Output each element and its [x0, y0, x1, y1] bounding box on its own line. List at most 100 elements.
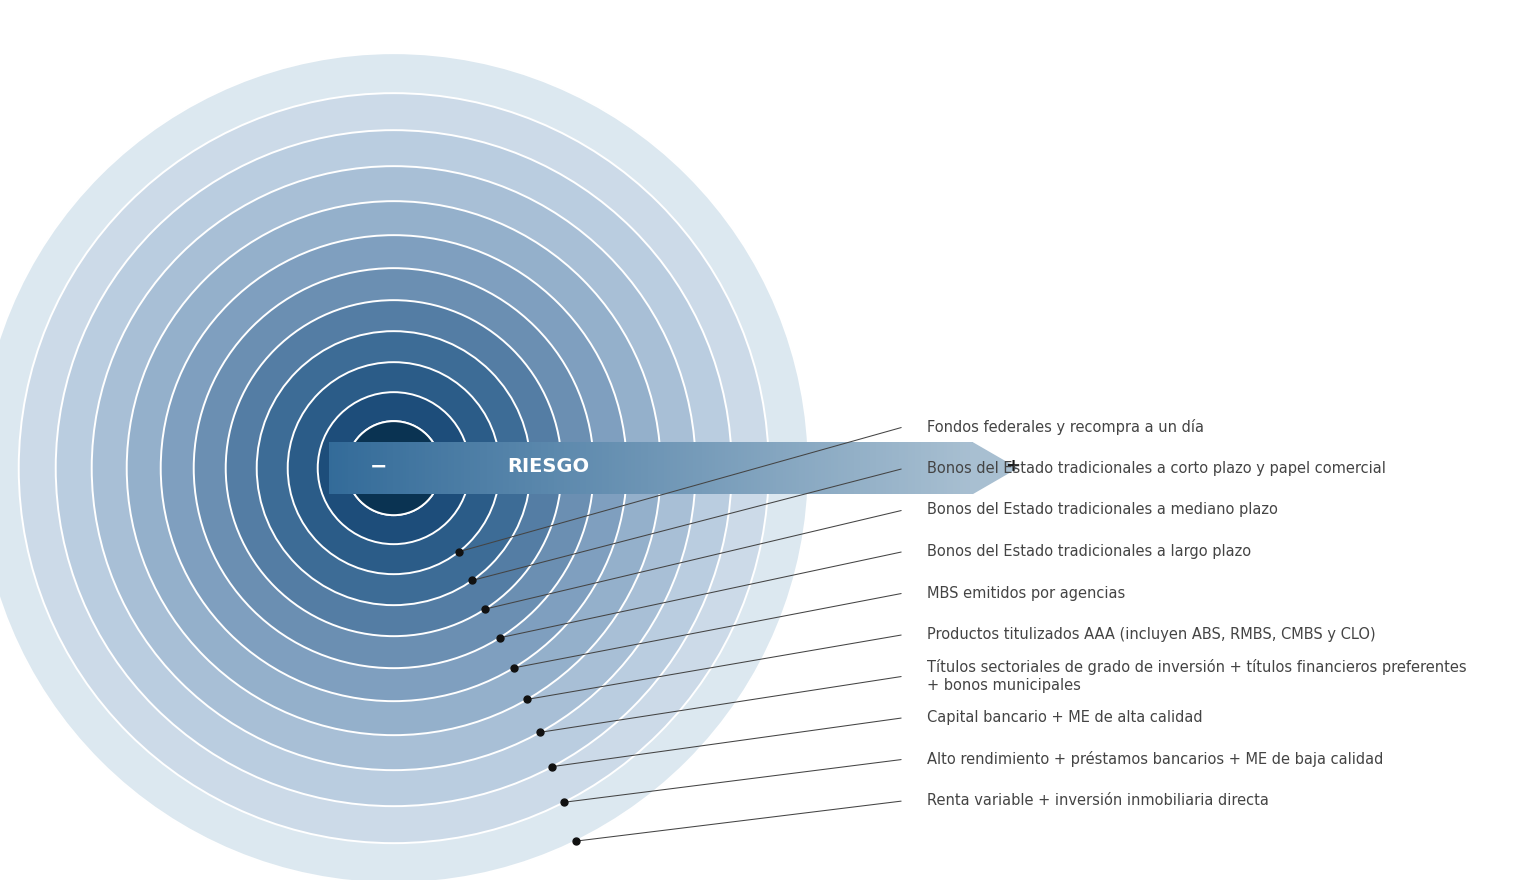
Bar: [602, 442, 605, 495]
Bar: [827, 442, 832, 495]
Bar: [493, 442, 496, 495]
Bar: [774, 442, 777, 495]
Bar: [631, 442, 634, 495]
Bar: [383, 442, 386, 495]
Bar: [351, 442, 354, 495]
Bar: [722, 442, 725, 495]
Bar: [777, 442, 780, 495]
Bar: [403, 442, 406, 495]
Bar: [509, 442, 512, 495]
Bar: [757, 442, 760, 495]
Bar: [613, 442, 616, 495]
Bar: [699, 442, 702, 495]
Bar: [931, 442, 935, 495]
Bar: [506, 442, 509, 495]
Bar: [576, 442, 581, 495]
Bar: [529, 442, 532, 495]
Bar: [461, 442, 464, 495]
Bar: [345, 442, 348, 495]
Bar: [552, 442, 555, 495]
Bar: [947, 442, 950, 495]
Bar: [483, 442, 487, 495]
Bar: [853, 442, 856, 495]
Bar: [841, 442, 844, 495]
Bar: [899, 442, 902, 495]
Bar: [558, 442, 561, 495]
Bar: [348, 442, 351, 495]
Bar: [502, 442, 506, 495]
Bar: [677, 442, 680, 495]
Ellipse shape: [161, 235, 627, 701]
Bar: [596, 442, 599, 495]
Bar: [924, 442, 928, 495]
Bar: [426, 442, 429, 495]
Bar: [731, 442, 734, 495]
Bar: [573, 442, 576, 495]
Bar: [342, 442, 345, 495]
Bar: [889, 442, 892, 495]
Bar: [458, 442, 461, 495]
Bar: [619, 442, 622, 495]
Bar: [473, 442, 476, 495]
Text: RIESGO: RIESGO: [507, 457, 590, 476]
Bar: [487, 442, 490, 495]
Bar: [570, 442, 573, 495]
Bar: [354, 442, 357, 495]
Bar: [415, 442, 418, 495]
Bar: [669, 442, 674, 495]
Bar: [964, 442, 967, 495]
Bar: [441, 442, 444, 495]
Bar: [368, 442, 371, 495]
Bar: [532, 442, 535, 495]
Bar: [935, 442, 938, 495]
Bar: [967, 442, 970, 495]
Bar: [754, 442, 757, 495]
Bar: [640, 442, 645, 495]
Bar: [715, 442, 719, 495]
Bar: [590, 442, 593, 495]
Bar: [867, 442, 870, 495]
Bar: [683, 442, 686, 495]
Bar: [409, 442, 412, 495]
Bar: [412, 442, 415, 495]
Bar: [835, 442, 838, 495]
Bar: [892, 442, 896, 495]
Ellipse shape: [18, 93, 769, 843]
Bar: [429, 442, 432, 495]
Bar: [918, 442, 921, 495]
Ellipse shape: [317, 392, 470, 544]
Bar: [818, 442, 821, 495]
Bar: [809, 442, 812, 495]
Bar: [879, 442, 882, 495]
Bar: [622, 442, 625, 495]
Bar: [876, 442, 879, 495]
Bar: [812, 442, 815, 495]
Bar: [795, 442, 798, 495]
Bar: [365, 442, 368, 495]
Bar: [780, 442, 783, 495]
Bar: [522, 442, 525, 495]
Bar: [838, 442, 841, 495]
Ellipse shape: [346, 422, 441, 515]
Bar: [821, 442, 824, 495]
Bar: [654, 442, 657, 495]
Text: Alto rendimiento + préstamos bancarios + ME de baja calidad: Alto rendimiento + préstamos bancarios +…: [927, 752, 1383, 767]
Bar: [689, 442, 692, 495]
Bar: [476, 442, 480, 495]
Ellipse shape: [193, 268, 594, 668]
Text: +: +: [1005, 458, 1020, 475]
Bar: [470, 442, 473, 495]
Bar: [541, 442, 544, 495]
Text: Renta variable + inversión inmobiliaria directa: Renta variable + inversión inmobiliaria …: [927, 793, 1268, 809]
Bar: [719, 442, 722, 495]
Bar: [938, 442, 941, 495]
Bar: [538, 442, 541, 495]
Text: Capital bancario + ME de alta calidad: Capital bancario + ME de alta calidad: [927, 710, 1203, 725]
Bar: [394, 442, 397, 495]
Bar: [634, 442, 637, 495]
Bar: [912, 442, 915, 495]
Text: Títulos sectoriales de grado de inversión + títulos financieros preferentes
+ bo: Títulos sectoriales de grado de inversió…: [927, 659, 1466, 693]
Bar: [444, 442, 447, 495]
Ellipse shape: [55, 130, 732, 806]
Bar: [870, 442, 873, 495]
